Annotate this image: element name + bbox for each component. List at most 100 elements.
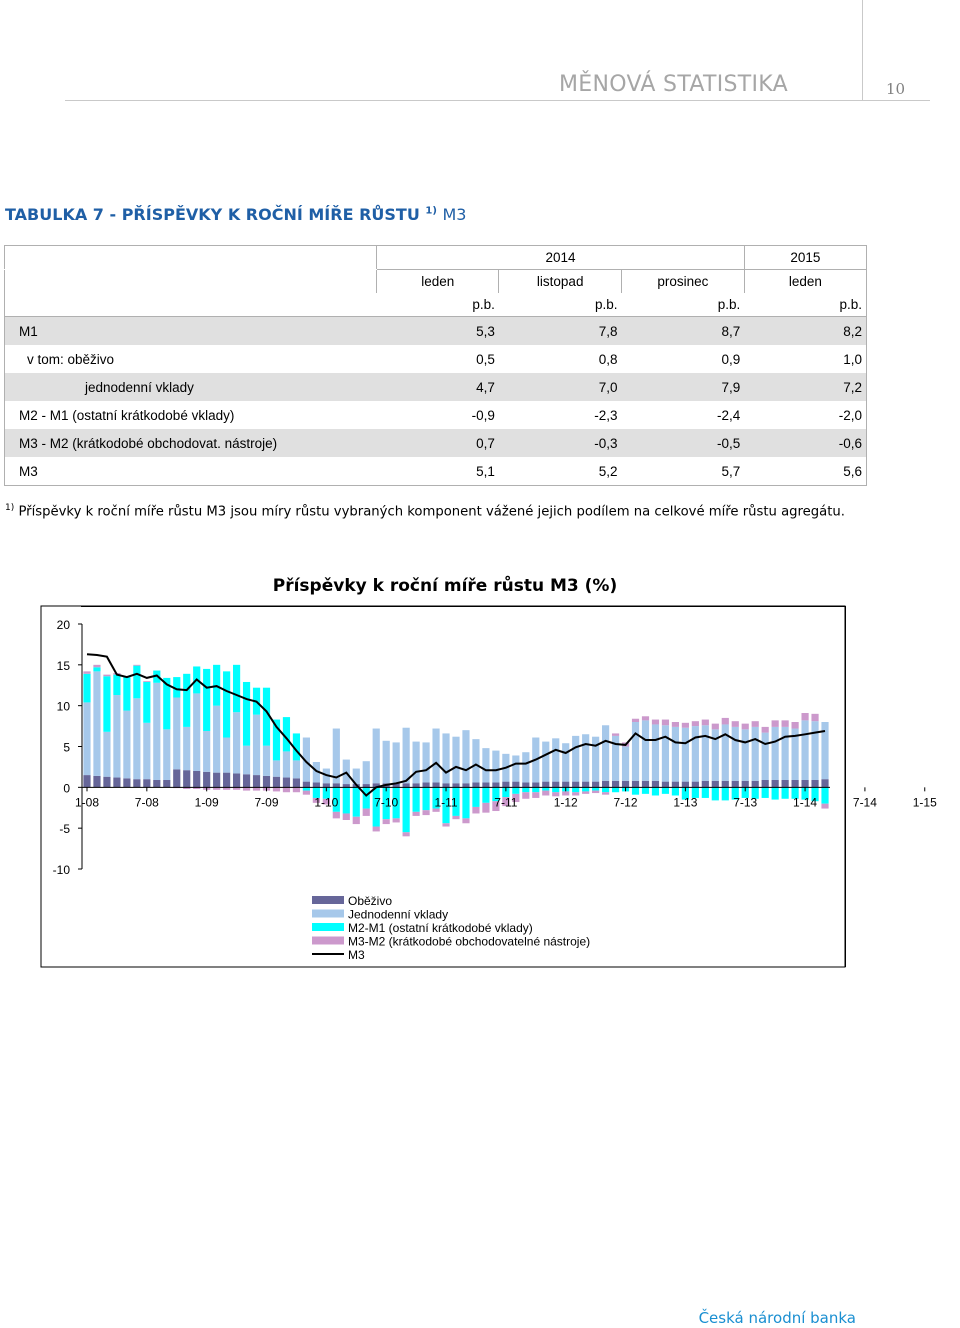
bar <box>721 780 729 788</box>
bar <box>113 777 121 788</box>
bar <box>532 782 540 788</box>
table-title-footnote-mark: 1) <box>425 205 437 217</box>
bar <box>372 728 380 784</box>
y-tick-label: -10 <box>53 863 71 877</box>
bar <box>362 808 370 816</box>
bar <box>312 797 320 803</box>
bar <box>691 726 699 782</box>
bar <box>442 783 450 788</box>
bar <box>582 787 590 792</box>
cell-value: -0,9 <box>471 407 495 423</box>
bar <box>272 719 281 761</box>
bar <box>592 790 600 794</box>
bar <box>382 787 390 820</box>
bar <box>482 782 490 788</box>
bar <box>691 787 699 798</box>
table-row: M3 - M2 (krátkodobé obchodovat. nástroje… <box>4 429 867 457</box>
note-header-row: p.b. p.b. p.b. p.b. <box>4 293 867 317</box>
bar <box>621 746 630 781</box>
bar <box>183 673 191 727</box>
bar <box>562 781 570 788</box>
bar <box>542 781 550 788</box>
header-divider-vertical <box>862 0 863 100</box>
header-empty <box>5 270 377 294</box>
bar <box>392 818 400 823</box>
cell-value: 1,0 <box>843 351 862 367</box>
bar <box>362 784 370 788</box>
table-row: v tom: oběživo 0,5 0,8 0,9 1,0 <box>5 345 867 373</box>
bar <box>272 787 281 792</box>
bar <box>103 776 111 788</box>
bar <box>342 787 350 814</box>
bar <box>312 762 320 783</box>
data-table: 2014 2015 leden listopad prosinec leden … <box>4 245 867 486</box>
bar <box>432 728 440 783</box>
bar <box>133 698 141 780</box>
bar <box>412 741 420 784</box>
bar <box>452 787 460 816</box>
header-empty <box>4 245 377 270</box>
bar <box>232 773 241 788</box>
bar <box>651 719 660 725</box>
bar <box>272 760 281 777</box>
page-number: 10 <box>886 80 906 98</box>
bar <box>522 782 530 788</box>
bar <box>582 781 590 788</box>
bar <box>651 780 660 788</box>
bar <box>542 787 550 791</box>
bar <box>173 677 181 698</box>
year-header-row: 2014 2015 <box>4 245 867 270</box>
bar <box>422 810 430 816</box>
bar <box>242 745 251 775</box>
bar <box>103 731 111 777</box>
bar <box>592 781 600 788</box>
bar <box>502 797 510 807</box>
y-tick-label: -5 <box>59 822 70 836</box>
bar <box>611 735 620 781</box>
bar <box>412 783 420 788</box>
chart: 20 15 10 5 0 -5 -10 1-08 7-08 1-09 7-09 1-10 7-10 1-1… <box>0 600 960 980</box>
bar <box>512 793 520 803</box>
bar <box>282 777 291 788</box>
cell-value: 7,2 <box>744 373 867 401</box>
series-line-m3 <box>86 653 826 797</box>
bar <box>781 787 789 799</box>
cell-value: 5,6 <box>843 463 862 479</box>
row-label: M2 - M1 (ostatní krátkodobé vklady) <box>19 407 235 423</box>
bar <box>123 778 131 788</box>
bar <box>641 720 650 781</box>
x-tick-label: 1-15 <box>913 795 937 809</box>
bar <box>213 772 221 788</box>
bar <box>332 787 340 812</box>
bar <box>392 783 400 788</box>
row-label: M1 <box>4 316 377 345</box>
cell-value: -0,3 <box>498 429 622 457</box>
bar <box>691 781 699 788</box>
legend-swatch <box>312 909 344 918</box>
x-tick-label: 1-10 <box>314 795 338 809</box>
bar <box>512 787 520 794</box>
bar <box>422 782 430 788</box>
section-title: MĚNOVÁ STATISTIKA <box>559 72 788 97</box>
x-tick-label: 1-09 <box>195 795 219 809</box>
bar <box>482 748 490 783</box>
bar <box>512 781 520 788</box>
bar <box>641 716 650 721</box>
bar <box>242 774 251 788</box>
bar <box>582 734 590 782</box>
row-label: M3 - M2 (krátkodobé obchodovat. nástroje… <box>4 429 377 457</box>
bar <box>781 779 789 788</box>
cell-value: -0,5 <box>621 429 745 457</box>
bar <box>442 787 450 824</box>
table-footnote: 1) Příspěvky k roční míře růstu M3 jsou … <box>5 503 845 519</box>
bar <box>322 798 330 805</box>
cell-value: 0,7 <box>376 429 499 457</box>
bar <box>781 726 789 780</box>
bar <box>382 819 390 825</box>
bar <box>681 727 689 782</box>
bar <box>402 727 410 784</box>
cell-value: -2,4 <box>717 407 741 423</box>
legend-label: M2-M1 (ostatní krátkodobé vklady) <box>348 921 533 935</box>
bar <box>631 787 640 795</box>
y-tick-label: 10 <box>57 700 71 714</box>
